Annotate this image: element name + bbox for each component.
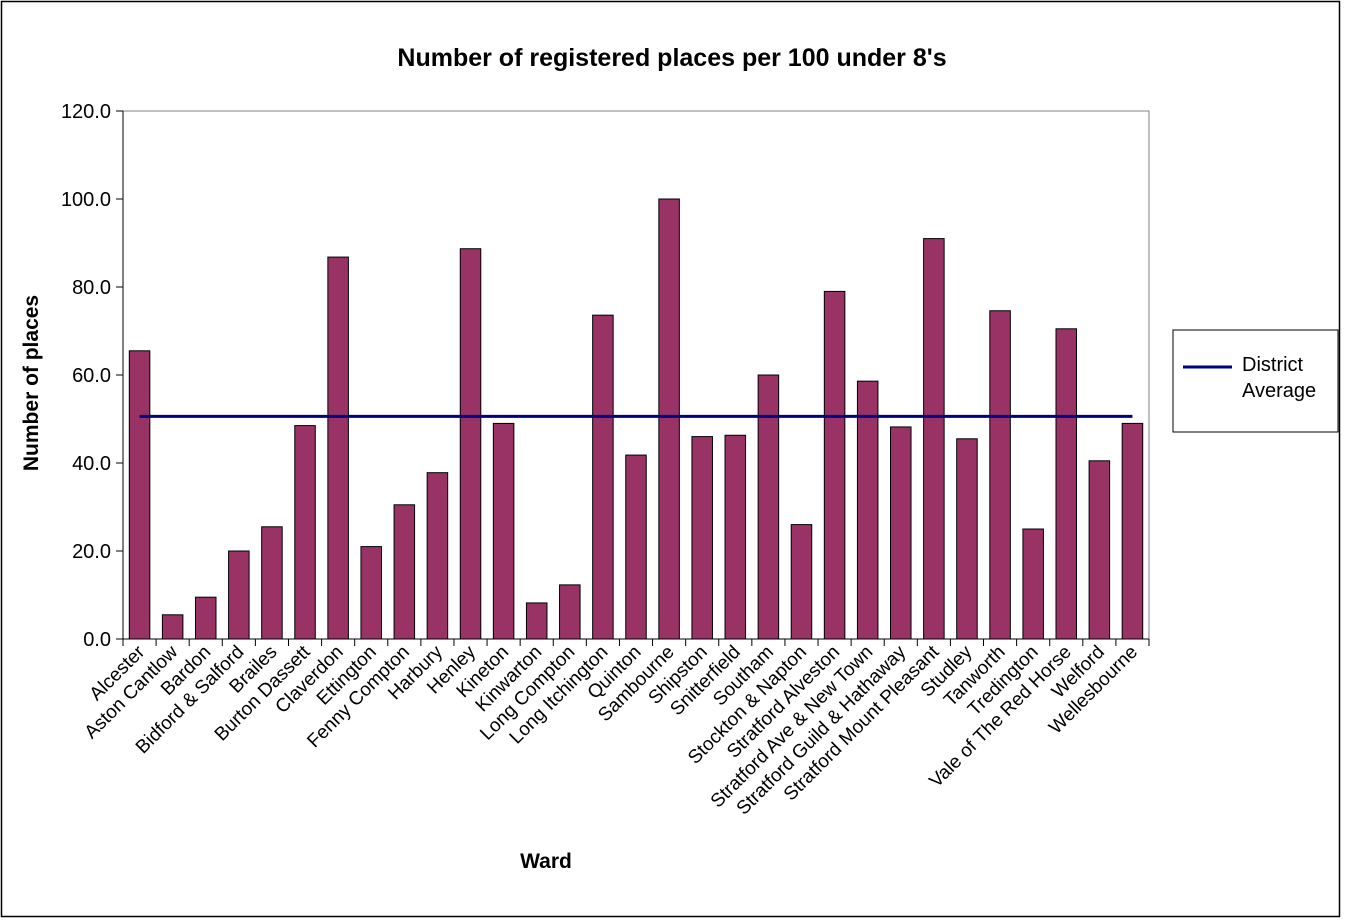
y-tick-label: 0.0: [83, 629, 111, 651]
bar: [360, 546, 382, 640]
bar: [956, 438, 978, 640]
bar: [923, 238, 945, 640]
bar: [1121, 422, 1144, 640]
legend-label: District Average: [1242, 354, 1317, 402]
bar: [790, 524, 813, 640]
bar: [724, 434, 747, 640]
bar: [823, 290, 846, 640]
bar: [294, 425, 316, 640]
bar: [757, 374, 780, 640]
bar: [426, 472, 449, 640]
y-axis-title: Number of places: [20, 295, 43, 471]
bar: [592, 314, 614, 640]
bar: [459, 248, 482, 640]
bar: [128, 350, 151, 640]
chart-title: Number of registered places per 100 unde…: [397, 44, 946, 72]
y-tick-label: 120.0: [61, 101, 111, 123]
y-tick-label: 60.0: [72, 365, 111, 387]
bar: [161, 614, 184, 640]
bar: [1088, 460, 1111, 640]
bar: [228, 550, 250, 640]
bar: [625, 454, 647, 640]
bar: [492, 422, 515, 640]
bar: [890, 426, 912, 640]
y-tick-label: 20.0: [72, 541, 111, 563]
bar: [691, 436, 713, 640]
bar: [989, 310, 1011, 640]
x-axis-title: Ward: [520, 850, 572, 873]
bar: [194, 596, 217, 640]
bar: [559, 584, 581, 640]
bar: [1055, 328, 1078, 640]
bar: [856, 380, 879, 640]
legend-box: [1172, 329, 1339, 433]
y-tick-label: 100.0: [61, 189, 111, 211]
y-tick-label: 80.0: [72, 277, 111, 299]
y-tick-label: 40.0: [72, 453, 111, 475]
bar: [393, 504, 416, 640]
bar: [327, 256, 349, 640]
bar: [1022, 528, 1044, 640]
bar: [658, 198, 680, 640]
bar: [525, 602, 548, 640]
bar: [261, 526, 283, 640]
